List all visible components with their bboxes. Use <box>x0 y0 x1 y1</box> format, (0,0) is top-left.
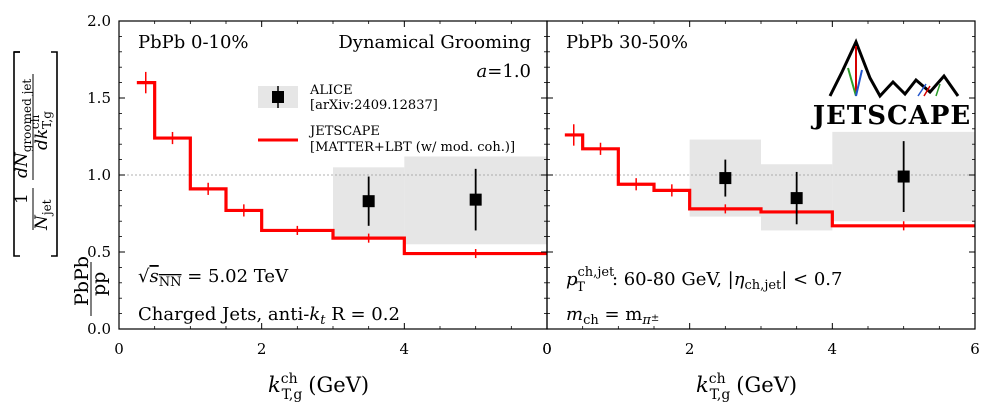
y-label-pbpb: PbPb <box>71 256 93 306</box>
legend-alice-ref: [arXiv:2409.12837] <box>310 98 438 113</box>
legend-jetscape-label: JETSCAPE <box>308 124 380 139</box>
p1-alice-point <box>469 193 482 206</box>
legend: ALICE [arXiv:2409.12837] JETSCAPE [MATTE… <box>258 83 515 155</box>
y-label-dn: dNgroomed jet <box>12 79 34 178</box>
x-tick-label: 4 <box>400 340 410 358</box>
axis-ticks <box>118 20 976 330</box>
y-tick-label: 1.0 <box>87 166 111 184</box>
x-tick-label: 2 <box>257 340 267 358</box>
x-tick-label: 6 <box>970 340 980 358</box>
x-tick-label: 0 <box>542 340 552 358</box>
y-label-pp: pp <box>88 272 110 296</box>
y-label-dk-sym: dk <box>32 129 52 150</box>
logo-small-blue <box>917 83 927 97</box>
y-label-ch-sup: ch <box>28 114 42 129</box>
panel1-a-param: a=1.0 <box>477 61 531 82</box>
panel1-grooming-label: Dynamical Grooming <box>338 32 531 53</box>
y-label-dk: dkT,gch <box>28 111 54 150</box>
x-tick-label: 0 <box>542 340 552 358</box>
panel2-mass-label: mch = mπ± <box>566 304 659 328</box>
panel1-energy-label: √sNN = 5.02 TeV <box>138 266 289 290</box>
panel1-jets-label: Charged Jets, anti-kt R = 0.2 <box>138 304 400 328</box>
legend-jetscape-ref: [MATTER+LBT (w/ mod. coh.)] <box>310 140 515 155</box>
y-label-dn-sym: dN <box>12 151 32 178</box>
panel2-system-label: PbPb 30-50% <box>566 32 688 53</box>
logo-green-ray <box>847 67 857 97</box>
logo-small-green <box>935 83 941 97</box>
axis-tick-labels: 0.00.51.01.52.00 2 4 0 2 4 60 <box>87 12 980 358</box>
jetscape-logo: JETSCAPE <box>811 38 971 131</box>
panel1-jetscape-series <box>136 71 547 259</box>
y-tick-label: 2.0 <box>87 12 111 30</box>
y-label-tg-sub: T,g <box>40 111 54 129</box>
x-tick-label: 0 <box>114 340 124 358</box>
y-label-n-sym: N <box>32 214 52 231</box>
logo-text: JETSCAPE <box>811 101 971 131</box>
legend-alice-label: ALICE <box>309 83 353 98</box>
y-axis-label: PbPb pp 1 Njet dNgroomed jet dkT,gch <box>12 51 110 316</box>
y-label-njet: Njet <box>32 199 54 231</box>
x-tick-label: 4 <box>828 340 838 358</box>
p2-alice-point <box>719 172 732 185</box>
p2-alice-point <box>790 192 803 205</box>
logo-small-red <box>923 85 931 97</box>
y-label-one: 1 <box>12 193 32 204</box>
panel1-alice-series <box>362 168 482 231</box>
panel2-pt-label: pch,jet T: 60-80 GeV, |ηch,jet| < 0.7 <box>566 265 842 295</box>
logo-mountain <box>828 38 960 99</box>
panel1-system-label: PbPb 0-10% <box>138 32 249 53</box>
y-tick-label: 0.0 <box>87 320 111 338</box>
y-tick-label: 0.5 <box>87 243 111 261</box>
y-tick-label: 1.5 <box>87 89 111 107</box>
y-label-groomed-sub: groomed jet <box>20 79 34 153</box>
x-tick-label: 2 <box>685 340 695 358</box>
legend-alice-marker <box>272 91 284 103</box>
p1-alice-point <box>362 195 375 208</box>
logo-blue-ray <box>855 69 863 97</box>
y-label-jet-sub: jet <box>40 199 54 217</box>
p2-alice-point <box>897 170 910 183</box>
x-axis-label-panel1: kch T,g (GeV) <box>268 371 369 403</box>
panel2-alice-series <box>719 141 910 225</box>
x-axis-label-panel2: kch T,g (GeV) <box>696 371 797 403</box>
y-label-bracket-right <box>51 51 58 257</box>
